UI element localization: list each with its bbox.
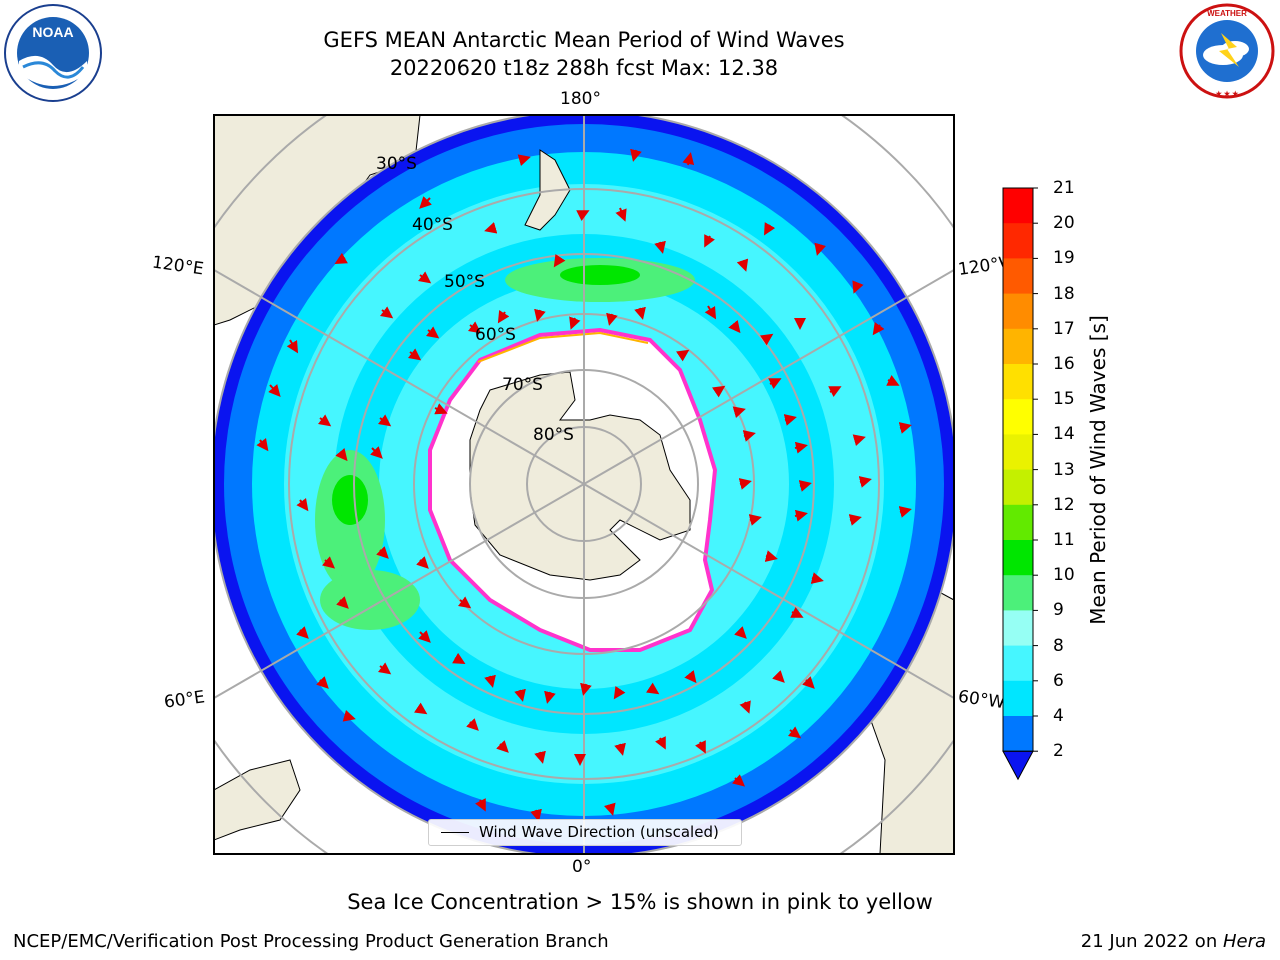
- svg-text:★ ★ ★: ★ ★ ★: [1216, 90, 1239, 98]
- colorbar-segment: [1003, 399, 1033, 435]
- map-legend: Wind Wave Direction (unscaled): [428, 819, 742, 846]
- colorbar-tick-label: 4: [1053, 706, 1064, 726]
- colorbar-segment: [1003, 223, 1033, 259]
- lat-label-30s: 30°S: [376, 154, 417, 174]
- noaa-logo: NOAA: [4, 4, 102, 102]
- footer-machine: Hera: [1222, 931, 1266, 952]
- colorbar-tick-label: 17: [1053, 318, 1075, 339]
- lon-label-0: 0°: [572, 857, 592, 877]
- colorbar-tick-label: 18: [1053, 283, 1075, 304]
- colorbar-tick-label: 14: [1053, 424, 1075, 445]
- colorbar-tick-label: 2: [1053, 741, 1064, 762]
- nws-logo: WEATHER ★ ★ ★: [1179, 3, 1275, 99]
- svg-text:WEATHER: WEATHER: [1207, 9, 1247, 18]
- colorbar-segment: [1003, 575, 1033, 611]
- colorbar-label: Mean Period of Wind Waves [s]: [1086, 315, 1110, 625]
- colorbar: [1002, 187, 1038, 781]
- colorbar-segment: [1003, 258, 1033, 295]
- svg-text:NOAA: NOAA: [32, 24, 73, 40]
- colorbar-segment: [1003, 293, 1033, 330]
- lat-label-70s: 70°S: [502, 375, 543, 395]
- legend-label: Wind Wave Direction (unscaled): [479, 823, 719, 841]
- colorbar-segment: [1003, 645, 1033, 682]
- footer-date-text: 21 Jun 2022 on: [1080, 931, 1223, 952]
- lat-label-60s: 60°S: [475, 325, 516, 345]
- colorbar-tick-label: 12: [1053, 494, 1075, 515]
- colorbar-tick-label: 21: [1053, 178, 1075, 198]
- lat-label-40s: 40°S: [412, 215, 453, 235]
- colorbar-tick-label: 10: [1053, 565, 1075, 586]
- colorbar-segment: [1003, 540, 1033, 576]
- lon-label-180: 180°: [560, 89, 601, 109]
- colorbar-segment: [1003, 469, 1033, 506]
- colorbar-tick-label: 9: [1053, 600, 1064, 621]
- colorbar-tick-label: 16: [1053, 354, 1075, 374]
- colorbar-tick-label: 11: [1053, 530, 1075, 550]
- lat-label-50s: 50°S: [444, 272, 485, 292]
- colorbar-segment: [1003, 188, 1033, 224]
- chart-subtitle: 20220620 t18z 288h fcst Max: 12.38: [389, 56, 779, 80]
- colorbar-segment: [1003, 680, 1033, 717]
- colorbar-tick-label: 19: [1053, 248, 1075, 269]
- colorbar-segment: [1003, 364, 1033, 400]
- colorbar-tick-label: 13: [1053, 459, 1075, 480]
- colorbar-extend-triangle: [1002, 750, 1034, 781]
- sea-ice-caption: Sea Ice Concentration > 15% is shown in …: [347, 890, 933, 914]
- colorbar-tick-label: 15: [1053, 389, 1075, 410]
- colorbar-tick-label: 6: [1053, 670, 1064, 691]
- colorbar-tick-label: 8: [1053, 635, 1064, 656]
- legend-line: [441, 832, 469, 833]
- colorbar-tick-label: 20: [1053, 213, 1075, 234]
- colorbar-segment: [1003, 716, 1033, 752]
- colorbar-segment: [1003, 434, 1033, 471]
- colorbar-segment: [1003, 328, 1033, 365]
- lat-label-80s: 80°S: [533, 425, 574, 445]
- colorbar-segment: [1003, 504, 1033, 541]
- chart-title: GEFS MEAN Antarctic Mean Period of Wind …: [323, 28, 845, 52]
- footer-credit: NCEP/EMC/Verification Post Processing Pr…: [13, 931, 609, 952]
- footer-date: 21 Jun 2022 on Hera: [1081, 931, 1266, 952]
- colorbar-segment: [1003, 610, 1033, 647]
